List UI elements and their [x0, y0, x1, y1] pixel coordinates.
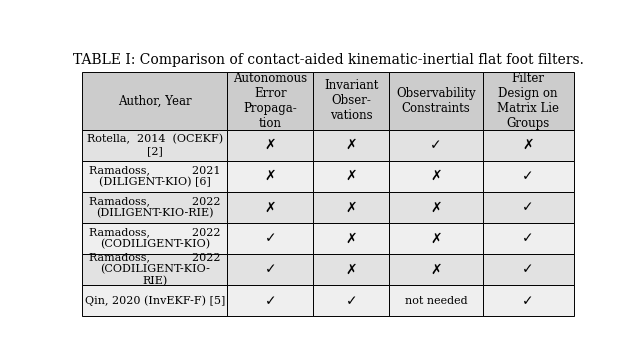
Bar	[313, 254, 389, 285]
Bar	[83, 130, 227, 161]
Bar	[227, 72, 313, 130]
Text: not needed: not needed	[404, 296, 467, 306]
Bar	[483, 161, 573, 192]
Bar	[313, 285, 389, 316]
Bar	[227, 285, 313, 316]
Text: ✗: ✗	[430, 231, 442, 246]
Bar	[389, 192, 483, 223]
Text: ✓: ✓	[430, 138, 442, 152]
Bar	[483, 192, 573, 223]
Bar	[313, 192, 389, 223]
Bar	[83, 192, 227, 223]
Bar	[313, 161, 389, 192]
Text: ✗: ✗	[264, 138, 276, 152]
Bar	[83, 223, 227, 254]
Text: ✓: ✓	[346, 294, 357, 308]
Bar	[483, 130, 573, 161]
Text: Ramadoss,            2022
(CODILIGENT-KIO): Ramadoss, 2022 (CODILIGENT-KIO)	[89, 228, 221, 249]
Text: ✗: ✗	[346, 201, 357, 215]
Text: Autonomous
Error
Propaga-
tion: Autonomous Error Propaga- tion	[233, 72, 307, 130]
Text: ✓: ✓	[522, 231, 534, 246]
Bar	[83, 285, 227, 316]
Text: ✓: ✓	[264, 231, 276, 246]
Text: Rotella,  2014  (OCEKF)
[2]: Rotella, 2014 (OCEKF) [2]	[87, 134, 223, 156]
Bar	[313, 223, 389, 254]
Text: Ramadoss,            2021
(DILIGENT-KIO) [6]: Ramadoss, 2021 (DILIGENT-KIO) [6]	[89, 165, 221, 187]
Text: ✗: ✗	[346, 169, 357, 183]
Text: ✗: ✗	[264, 201, 276, 215]
Bar	[483, 285, 573, 316]
Bar	[83, 161, 227, 192]
Bar	[227, 223, 313, 254]
Text: TABLE I: Comparison of contact-aided kinematic-inertial flat foot filters.: TABLE I: Comparison of contact-aided kin…	[72, 53, 584, 67]
Text: Qin, 2020 (InvEKF-F) [5]: Qin, 2020 (InvEKF-F) [5]	[84, 296, 225, 306]
Bar	[83, 72, 227, 130]
Text: ✗: ✗	[522, 138, 534, 152]
Text: ✗: ✗	[430, 201, 442, 215]
Text: Filter
Design on
Matrix Lie
Groups: Filter Design on Matrix Lie Groups	[497, 72, 559, 130]
Text: ✗: ✗	[346, 262, 357, 276]
Bar	[389, 285, 483, 316]
Bar	[227, 192, 313, 223]
Bar	[313, 130, 389, 161]
Bar	[389, 72, 483, 130]
Text: Ramadoss,            2022
(DILIGENT-KIO-RIE): Ramadoss, 2022 (DILIGENT-KIO-RIE)	[89, 197, 221, 219]
Bar	[483, 254, 573, 285]
Text: ✗: ✗	[346, 231, 357, 246]
Text: Author, Year: Author, Year	[118, 94, 192, 108]
Text: ✓: ✓	[522, 262, 534, 276]
Bar	[227, 254, 313, 285]
Bar	[227, 130, 313, 161]
Text: ✓: ✓	[522, 294, 534, 308]
Bar	[83, 254, 227, 285]
Bar	[313, 72, 389, 130]
Text: ✓: ✓	[264, 294, 276, 308]
Text: Ramadoss,            2022
(CODILIGENT-KIO-
RIE): Ramadoss, 2022 (CODILIGENT-KIO- RIE)	[89, 253, 221, 287]
Text: ✓: ✓	[522, 169, 534, 183]
Text: ✗: ✗	[264, 169, 276, 183]
Text: ✓: ✓	[264, 262, 276, 276]
Bar	[483, 223, 573, 254]
Bar	[389, 223, 483, 254]
Bar	[483, 72, 573, 130]
Text: ✗: ✗	[346, 138, 357, 152]
Bar	[389, 161, 483, 192]
Bar	[389, 130, 483, 161]
Bar	[389, 254, 483, 285]
Text: ✗: ✗	[430, 169, 442, 183]
Text: ✗: ✗	[430, 262, 442, 276]
Text: Invariant
Obser-
vations: Invariant Obser- vations	[324, 80, 378, 122]
Text: ✓: ✓	[522, 201, 534, 215]
Text: Observability
Constraints: Observability Constraints	[396, 87, 476, 115]
Bar	[227, 161, 313, 192]
